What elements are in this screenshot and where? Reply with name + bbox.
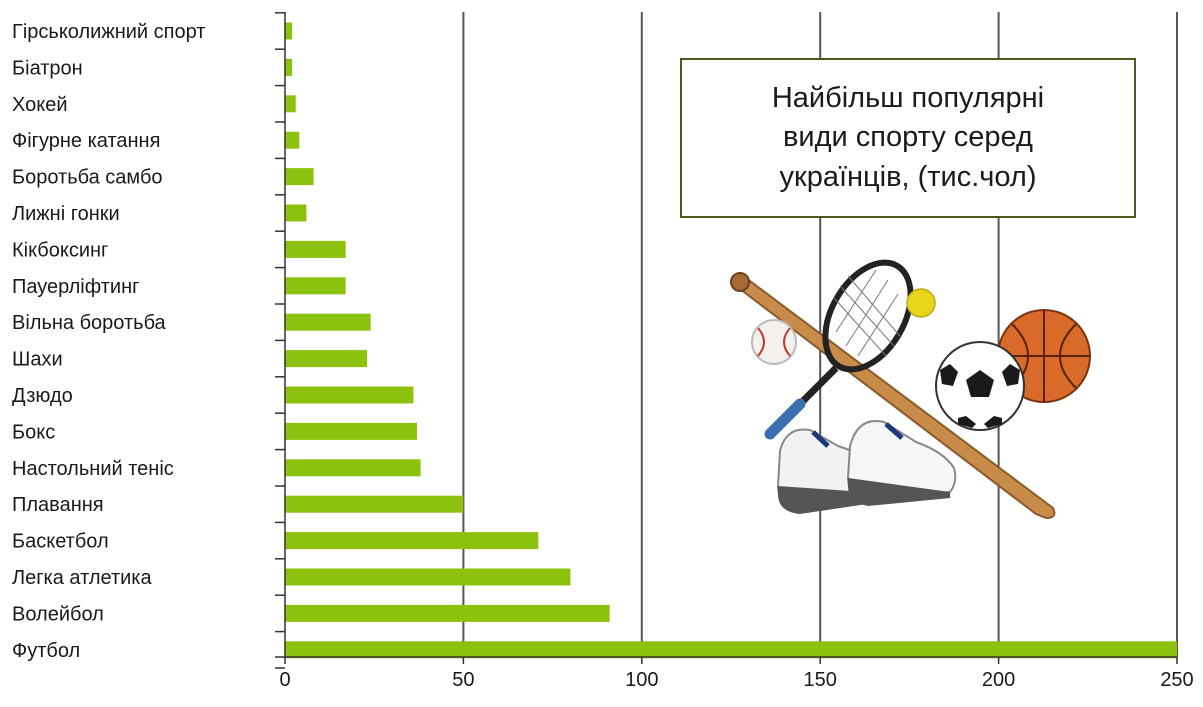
sports-equipment-icon	[730, 259, 1091, 520]
category-label: Фігурне катання	[12, 130, 160, 152]
bar	[285, 131, 300, 149]
bar	[285, 277, 346, 295]
bar	[285, 204, 307, 222]
axes	[275, 12, 1178, 669]
category-label: Гірськолижний спорт	[12, 21, 205, 43]
labels: 0 50 100 150 200 250 Гірськолижний спорт Біатро…	[12, 21, 1194, 691]
bar	[285, 58, 293, 76]
chart-title: Найбільш популярні види спорту серед укр…	[771, 82, 1045, 193]
bar	[285, 459, 421, 477]
bar	[285, 422, 418, 440]
bar	[285, 568, 571, 586]
category-label: Дзюдо	[12, 385, 73, 407]
bar	[285, 22, 293, 40]
soccer-ball-icon	[935, 341, 1025, 431]
category-label: Бокс	[12, 421, 55, 443]
bar	[285, 168, 314, 186]
category-label: Настольний теніс	[12, 458, 174, 480]
bar	[285, 532, 539, 550]
x-tick-label: 100	[625, 669, 658, 691]
category-label: Біатрон	[12, 57, 83, 79]
category-label: Кікбоксинг	[12, 239, 108, 261]
x-tick-label: 150	[804, 669, 837, 691]
x-tick-label: 250	[1160, 669, 1193, 691]
category-label: Пауерліфтинг	[12, 276, 139, 298]
baseball-icon	[751, 319, 797, 365]
x-tick-label: 200	[982, 669, 1015, 691]
tennis-racket-icon	[764, 259, 914, 440]
bar	[285, 495, 464, 513]
category-label: Вільна боротьба	[12, 312, 167, 334]
category-label: Шахи	[12, 349, 63, 371]
category-label: Баскетбол	[12, 531, 109, 553]
bar	[285, 350, 368, 368]
chart-title-box: Найбільш популярні види спорту серед укр…	[680, 58, 1136, 218]
category-label: Хокей	[12, 94, 68, 116]
category-label: Лижні гонки	[12, 203, 120, 225]
category-label: Плавання	[12, 494, 104, 516]
x-tick-label: 0	[279, 669, 290, 691]
bar	[285, 641, 1177, 659]
category-label: Легка атлетика	[12, 567, 152, 589]
x-tick-label: 50	[452, 669, 474, 691]
bar	[285, 240, 346, 258]
tennis-ball-icon	[906, 288, 936, 318]
sneakers-icon	[776, 420, 957, 514]
category-label: Футбол	[12, 640, 80, 662]
bar	[285, 604, 610, 622]
bar	[285, 386, 414, 404]
baseball-bat-icon	[730, 272, 1056, 520]
category-label: Боротьба самбо	[12, 167, 163, 189]
bar	[285, 95, 296, 113]
bar	[285, 313, 371, 331]
category-label: Волейбол	[12, 603, 104, 625]
bars	[285, 22, 1177, 659]
